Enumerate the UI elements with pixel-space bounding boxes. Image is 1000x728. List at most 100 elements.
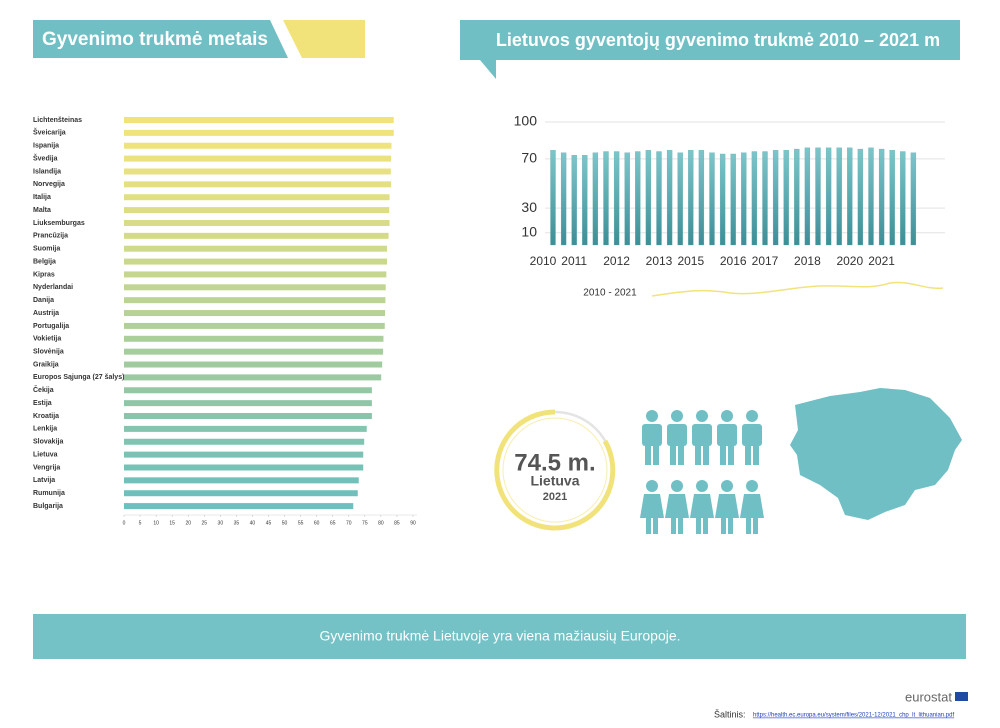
- x-tick-label: 80: [378, 520, 384, 526]
- y-tick-label: Lenkija: [33, 426, 57, 433]
- bar: [592, 152, 599, 246]
- x-tick-label: 30: [218, 520, 224, 526]
- y-tick-label: Graikija: [33, 361, 59, 368]
- bar: [124, 477, 359, 484]
- bar: [772, 150, 779, 246]
- x-tick-label: 2021: [868, 254, 895, 268]
- y-tick-label: Ispanija: [33, 143, 59, 150]
- x-tick-label: 2015: [677, 254, 704, 268]
- y-tick-label: Lichtenšteinas: [33, 117, 82, 124]
- x-tick-label: 75: [362, 520, 368, 526]
- female-icon: [715, 480, 739, 534]
- male-icon: [717, 410, 737, 465]
- bar: [635, 151, 641, 246]
- bar: [900, 151, 906, 246]
- y-tick-label: Islandija: [33, 168, 61, 175]
- y-tick-label: 100: [514, 113, 538, 129]
- x-tick-label: 2013: [646, 254, 673, 268]
- source-url: https://health.ec.europa.eu/system/files…: [753, 713, 954, 719]
- bar: [124, 168, 391, 175]
- bar: [698, 150, 705, 246]
- x-tick-label: 45: [266, 520, 272, 526]
- bar: [124, 503, 354, 510]
- y-tick-label: 70: [521, 150, 537, 166]
- x-tick-label: 85: [394, 520, 400, 526]
- y-tick-label: Europos Sąjunga (27 šalys): [33, 374, 124, 381]
- brand: eurostat: [905, 689, 952, 704]
- header-right-bg: [460, 20, 960, 60]
- header-accent: [283, 20, 365, 58]
- y-tick-label: Nyderlandai: [33, 284, 73, 291]
- female-icon: [740, 480, 764, 534]
- chart-title: Lietuvos gyventojų gyvenimo trukmė 2010 …: [496, 30, 940, 50]
- female-icon: [690, 480, 714, 534]
- y-tick-label: Italija: [33, 194, 51, 201]
- y-tick-label: Vengrija: [33, 464, 60, 471]
- bar: [847, 147, 853, 246]
- bar: [124, 155, 392, 162]
- y-tick-label: Belgija: [33, 258, 56, 265]
- y-tick-label: Rumunija: [33, 490, 65, 497]
- bar: [124, 129, 394, 136]
- bar: [124, 194, 390, 201]
- male-icon: [692, 410, 712, 465]
- highlight-label: Lietuva: [530, 473, 579, 489]
- y-tick-label: Suomija: [33, 246, 60, 253]
- bar: [656, 151, 662, 246]
- trend-wave: [651, 281, 944, 297]
- bar: [124, 219, 390, 226]
- ring-inner: [502, 417, 608, 523]
- highlight-year: 2021: [543, 491, 567, 503]
- bar: [815, 147, 821, 246]
- bar: [868, 147, 874, 246]
- x-tick-label: 65: [330, 520, 336, 526]
- x-tick-label: 2011: [561, 254, 587, 268]
- bar: [719, 153, 726, 246]
- x-tick-label: 0: [123, 520, 126, 526]
- y-tick-label: Danija: [33, 297, 54, 304]
- y-tick-label: Čekija: [33, 385, 54, 394]
- y-tick-label: Švedija: [33, 153, 58, 162]
- male-icon: [742, 410, 762, 465]
- x-tick-label: 5: [139, 520, 142, 526]
- banner-bg: [33, 614, 966, 659]
- x-tick-label: 50: [282, 520, 288, 526]
- x-tick-label: 40: [250, 520, 256, 526]
- y-tick-label: Latvija: [33, 477, 55, 484]
- ring-arc: [494, 409, 616, 531]
- bar: [124, 490, 358, 497]
- bar: [124, 348, 384, 355]
- bar: [677, 152, 683, 246]
- x-tick-label: 10: [153, 520, 159, 526]
- bar: [124, 361, 383, 368]
- bar: [783, 150, 789, 246]
- bar: [124, 181, 392, 188]
- bar: [124, 425, 367, 432]
- bar: [571, 155, 577, 246]
- bar: [857, 148, 864, 246]
- header-tail: [480, 60, 496, 79]
- y-tick-label: Šveicarija: [33, 128, 66, 137]
- bar: [124, 142, 392, 149]
- bar: [124, 258, 387, 265]
- bar: [624, 152, 630, 246]
- y-tick-label: Malta: [33, 207, 51, 214]
- bar: [124, 438, 365, 445]
- x-tick-label: 25: [201, 520, 207, 526]
- bar: [124, 374, 382, 381]
- bar: [124, 413, 372, 420]
- chart-title: Gyvenimo trukmė metais: [42, 29, 268, 50]
- x-tick-label: 2020: [836, 254, 863, 268]
- bar: [666, 150, 673, 246]
- bar: [825, 147, 832, 246]
- x-tick-label: 35: [234, 520, 240, 526]
- y-tick-label: Kroatija: [33, 413, 59, 420]
- y-tick-label: 10: [521, 223, 537, 239]
- y-tick-label: Slovėnija: [33, 349, 64, 356]
- bar: [751, 151, 758, 246]
- x-tick-label: 2010: [530, 254, 557, 268]
- bar: [124, 297, 386, 304]
- bar: [124, 387, 372, 394]
- bar: [613, 151, 620, 246]
